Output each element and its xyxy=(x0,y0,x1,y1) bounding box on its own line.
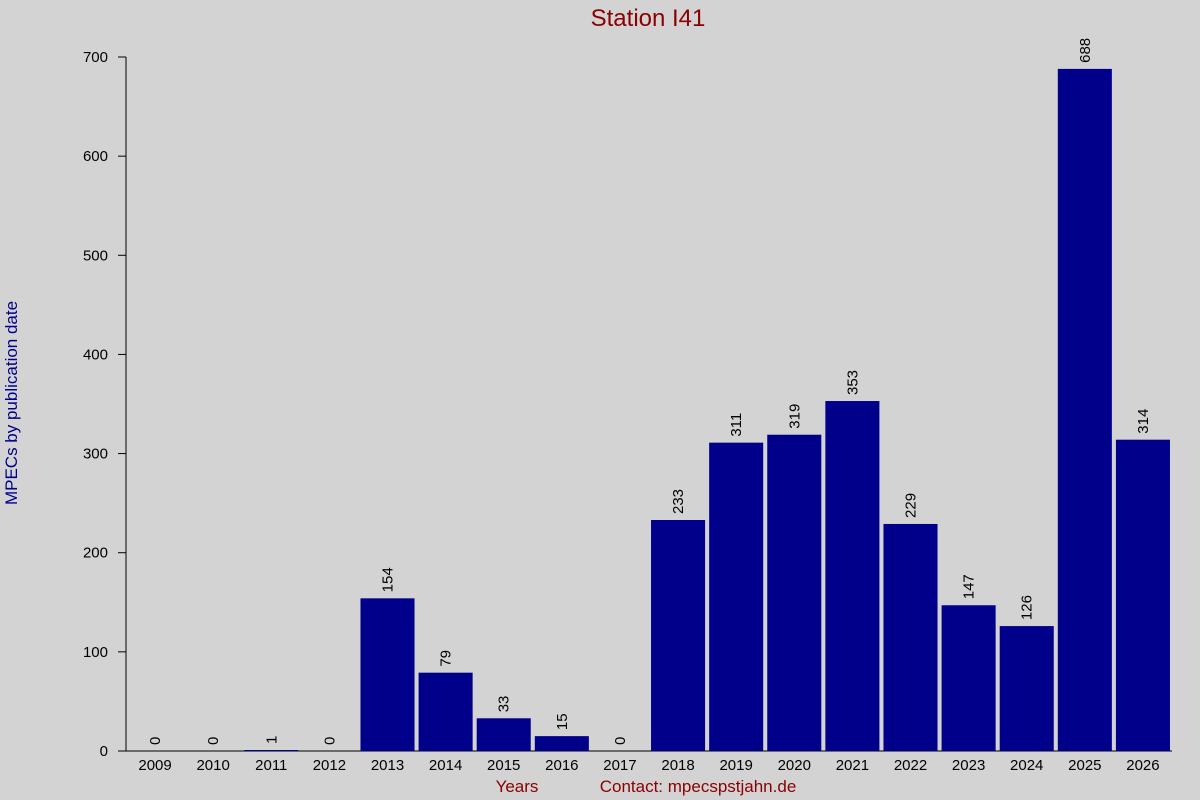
value-label: 229 xyxy=(903,493,920,518)
x-tick-label: 2021 xyxy=(836,757,869,774)
x-tick-label: 2017 xyxy=(603,757,636,774)
bar xyxy=(709,442,764,751)
value-label: 0 xyxy=(612,737,629,745)
value-label: 15 xyxy=(554,713,571,730)
x-tick-label: 2015 xyxy=(487,757,520,774)
bar xyxy=(825,401,880,751)
x-tick-label: 2023 xyxy=(952,757,985,774)
y-tick-label: 300 xyxy=(83,446,108,463)
bar xyxy=(360,598,415,751)
x-tick-label: 2013 xyxy=(371,757,404,774)
x-tick-label: 2014 xyxy=(429,757,462,774)
y-tick-label: 500 xyxy=(83,247,108,264)
y-tick-label: 600 xyxy=(83,148,108,165)
value-label: 79 xyxy=(438,650,455,667)
value-label: 319 xyxy=(786,404,803,429)
x-tick-label: 2025 xyxy=(1068,757,1101,774)
x-tick-label: 2018 xyxy=(661,757,694,774)
value-label: 688 xyxy=(1077,38,1094,63)
y-tick-label: 400 xyxy=(83,346,108,363)
value-label: 0 xyxy=(205,737,222,745)
value-label: 314 xyxy=(1135,409,1152,434)
value-label: 353 xyxy=(844,370,861,395)
bar xyxy=(767,434,822,751)
x-tick-label: 2012 xyxy=(313,757,346,774)
value-label: 1 xyxy=(263,736,280,744)
bar xyxy=(534,736,589,751)
x-tick-label: 2016 xyxy=(545,757,578,774)
x-axis-label: Years xyxy=(496,777,539,796)
x-tick-label: 2010 xyxy=(196,757,229,774)
bar xyxy=(999,626,1054,751)
contact: Contact: mpecspstjahn.de xyxy=(600,777,797,796)
chart-title: Station I41 xyxy=(591,5,706,32)
x-tick-label: 2009 xyxy=(138,757,171,774)
bar xyxy=(1115,439,1170,751)
value-label: 33 xyxy=(496,696,513,713)
y-tick-label: 0 xyxy=(100,743,108,760)
x-tick-label: 2019 xyxy=(719,757,752,774)
x-tick-label: 2026 xyxy=(1126,757,1159,774)
value-label: 0 xyxy=(147,737,164,745)
y-tick-label: 200 xyxy=(83,545,108,562)
bar xyxy=(651,519,706,751)
bar xyxy=(476,718,531,751)
y-tick-label: 100 xyxy=(83,644,108,661)
bar xyxy=(941,605,996,751)
value-label: 154 xyxy=(380,567,397,592)
x-tick-label: 2024 xyxy=(1010,757,1043,774)
y-tick-label: 700 xyxy=(83,49,108,66)
x-tick-label: 2011 xyxy=(255,757,287,774)
x-tick-label: 2020 xyxy=(778,757,811,774)
bar xyxy=(883,523,938,751)
bar xyxy=(1057,68,1112,751)
bar xyxy=(418,672,473,751)
value-label: 311 xyxy=(728,413,745,437)
value-label: 233 xyxy=(670,489,687,514)
value-label: 126 xyxy=(1019,595,1036,620)
y-axis-label: MPECs by publication date xyxy=(2,301,21,505)
value-label: 0 xyxy=(321,737,338,745)
bar xyxy=(244,750,299,751)
x-tick-label: 2022 xyxy=(894,757,927,774)
value-label: 147 xyxy=(961,574,978,599)
